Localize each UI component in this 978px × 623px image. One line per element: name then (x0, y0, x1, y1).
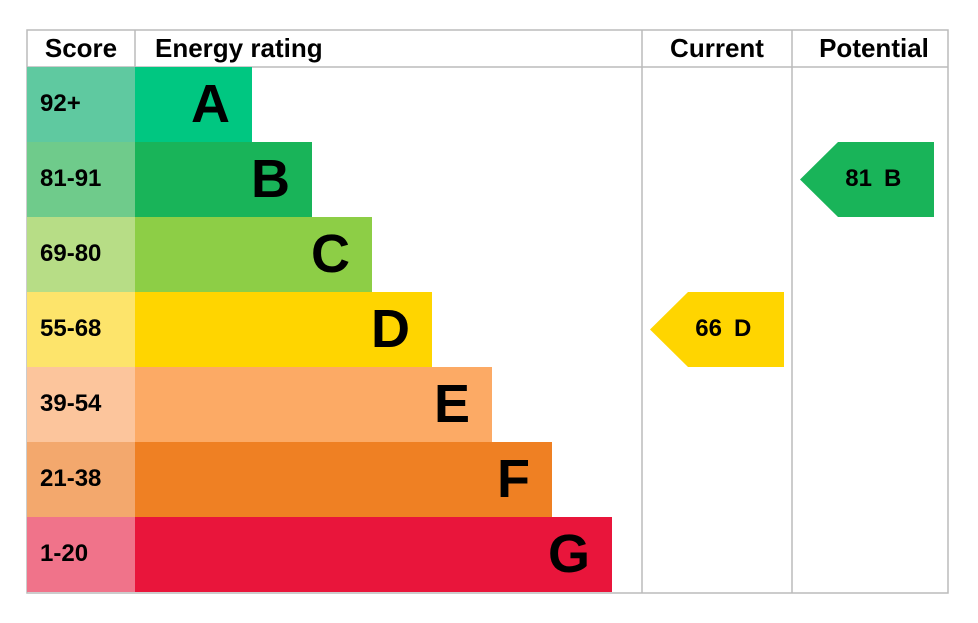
score-cell (27, 217, 135, 292)
score-cell (27, 442, 135, 517)
score-label: 1-20 (40, 540, 88, 567)
score-cell (27, 517, 135, 592)
current-value: 66 (695, 315, 722, 342)
rating-bar (135, 442, 552, 517)
current-arrow (650, 292, 784, 367)
rating-bar (135, 292, 432, 367)
header: Potential (819, 33, 929, 63)
rating-bar (135, 217, 372, 292)
rating-bar (135, 367, 492, 442)
header: Current (670, 33, 764, 63)
rating-letter: F (497, 449, 530, 509)
score-label: 69-80 (40, 240, 101, 267)
score-label: 81-91 (40, 165, 101, 192)
score-label: 39-54 (40, 390, 102, 417)
header: Energy rating (155, 33, 323, 63)
rating-bar (135, 142, 312, 217)
score-label: 21-38 (40, 465, 101, 492)
score-cell (27, 142, 135, 217)
score-cell (27, 67, 135, 142)
potential-arrow (800, 142, 934, 217)
rating-letter: C (311, 224, 350, 284)
score-cell (27, 367, 135, 442)
score-cell (27, 292, 135, 367)
score-label: 55-68 (40, 315, 101, 342)
potential-letter: B (884, 165, 901, 192)
rating-letter: D (371, 299, 410, 359)
potential-value: 81 (845, 165, 872, 192)
rating-letter: A (191, 74, 230, 134)
rating-bar (135, 67, 252, 142)
rating-bar (135, 517, 612, 592)
score-label: 92+ (40, 90, 81, 117)
rating-letter: E (434, 374, 470, 434)
rating-letter: B (251, 149, 290, 209)
header: Score (45, 33, 117, 63)
rating-letter: G (548, 524, 590, 584)
current-letter: D (734, 315, 751, 342)
